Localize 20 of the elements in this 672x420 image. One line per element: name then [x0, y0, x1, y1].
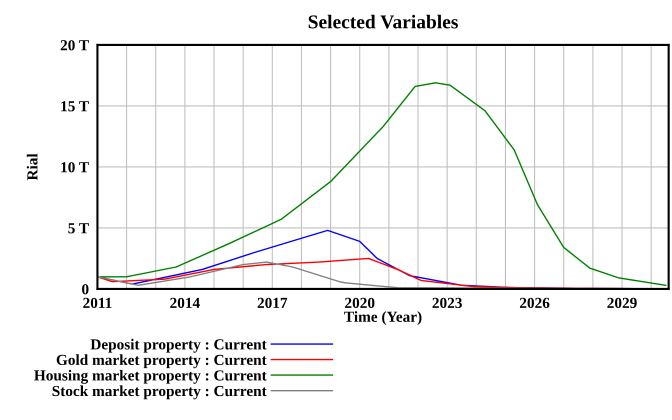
legend-label: Stock market property : Current — [52, 385, 267, 400]
y-tick-label: 20 T — [60, 40, 89, 50]
x-tick-label: 2026 — [520, 298, 550, 308]
line-series — [100, 82, 666, 286]
y-tick-label: 15 T — [61, 101, 89, 112]
y-tick-label: 10 T — [61, 162, 89, 172]
x-tick-label: 2023 — [432, 298, 462, 308]
y-tick-label: 5 T — [68, 223, 89, 234]
x-tick-label: 2011 — [83, 298, 112, 308]
y-tick-label: 0 — [82, 284, 89, 294]
legend-label: Deposit property : Current — [90, 338, 267, 353]
x-tick-label: 2014 — [170, 298, 200, 308]
x-tick-label: 2017 — [258, 298, 288, 308]
x-axis-title: Time (Year) — [344, 311, 422, 326]
legend-label: Gold market property : Current — [56, 354, 267, 368]
x-tick-label: 2029 — [607, 298, 637, 308]
legend-label: Housing market property : Current — [34, 370, 267, 384]
x-tick-label: 2020 — [345, 298, 374, 308]
chart-title: Selected Variables — [308, 14, 458, 29]
y-axis-title: Rial — [26, 154, 38, 180]
